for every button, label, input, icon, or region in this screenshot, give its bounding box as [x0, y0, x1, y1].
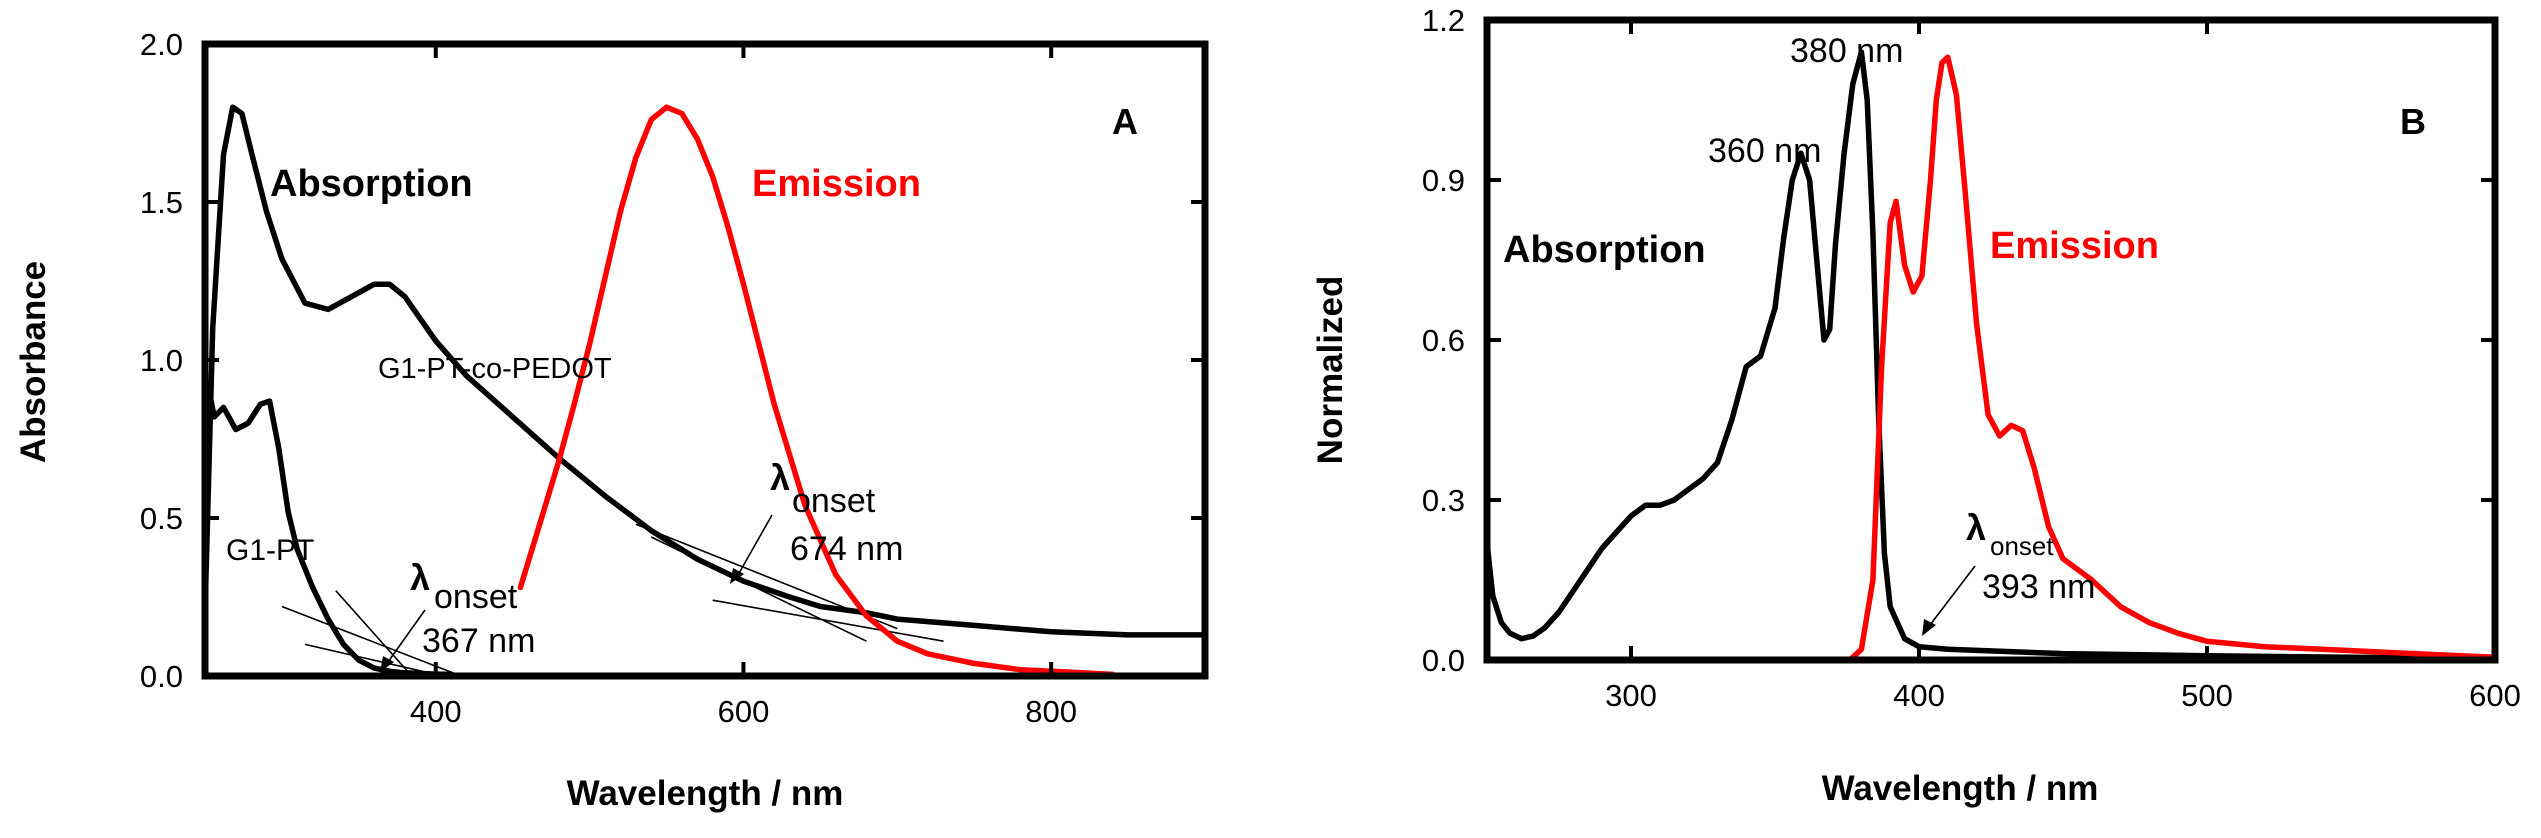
panel-a-onset-left-arrowhead [380, 656, 394, 672]
panel-a-emission-label: Emission [752, 163, 921, 205]
panel-a-lambda-left: λ [410, 557, 430, 598]
panel-a-onset-right-arrow [737, 514, 773, 576]
panel-b-y-tick-label-1: 0.3 [1422, 483, 1465, 518]
panel-b-peak-360-label: 360 nm [1708, 132, 1821, 170]
panel-b-absorption-label: Absorption [1503, 229, 1706, 271]
panel-b-x-axis-label: Wavelength / nm [1822, 769, 2099, 808]
panel-a-y-tick-label-2: 1.0 [140, 343, 183, 378]
panel-b-onset: onset [1990, 531, 2054, 561]
panel-a-y-axis-label: Absorbance [14, 261, 53, 463]
panel-b-y-tick-label-2: 0.6 [1422, 323, 1465, 358]
panel-a-y-tick-label-3: 1.5 [140, 185, 183, 220]
panel-a-y-tick-label-1: 0.5 [140, 501, 183, 536]
panel-b-y-tick-label-0: 0.0 [1422, 643, 1465, 678]
panel-b-x-tick-label-400: 400 [1893, 678, 1945, 713]
panel-b: 300 400 500 600 0.0 0.3 0.6 0.9 1.2 Wavelength /… [1311, 3, 2521, 808]
panel-a-onset-right-arrowhead [730, 568, 744, 584]
panel-a: 400 600 800 0.0 0.5 1.0 1.5 2.0 Wavelength / nm… [14, 27, 1209, 813]
panel-b-onset-arrow [1929, 565, 1976, 626]
panel-b-label: B [2400, 101, 2426, 142]
panel-a-onset-right-value: 674 nm [790, 530, 903, 568]
panel-a-tangent-line-0 [281, 605, 464, 676]
panel-b-y-axis-label: Normalized [1311, 276, 1350, 465]
panel-a-series-emission [517, 104, 1116, 676]
panel-a-x-tick-label-600: 600 [718, 694, 770, 729]
panel-a-y-tick-label-0: 0.0 [140, 659, 183, 694]
panel-a-absorption-label: Absorption [270, 163, 473, 205]
panel-b-onset-value: 393 nm [1982, 568, 2095, 606]
panel-a-series-g1-pt [205, 382, 454, 676]
panel-b-frame [1483, 16, 2499, 664]
panel-a-x-tick-label-800: 800 [1025, 694, 1077, 729]
panel-a-plot-area [205, 104, 1205, 676]
panel-a-ticks: 400 600 800 0.0 0.5 1.0 1.5 2.0 [140, 27, 1205, 729]
panel-b-series-emission [1847, 54, 2495, 660]
panel-a-onset-right: onset [792, 482, 876, 520]
panel-b-plot-area [1487, 49, 2495, 660]
panel-a-x-tick-label-400: 400 [410, 694, 462, 729]
panel-b-x-tick-label-300: 300 [1605, 678, 1657, 713]
panel-b-peak-380-label: 380 nm [1790, 32, 1903, 70]
panel-a-copolymer-label: G1-PT-co-PEDOT [378, 353, 612, 385]
panel-a-onset-left-arrow [387, 609, 426, 663]
panel-a-y-tick-label-4: 2.0 [140, 27, 183, 62]
panel-a-x-axis-label: Wavelength / nm [567, 774, 844, 813]
panel-b-lambda: λ [1966, 507, 1986, 548]
panel-a-lambda-right: λ [770, 457, 790, 498]
panel-b-y-tick-label-4: 1.2 [1422, 3, 1465, 38]
panel-b-onset-arrowhead [1922, 619, 1936, 636]
panel-b-ticks: 300 400 500 600 0.0 0.3 0.6 0.9 1.2 [1422, 3, 2521, 713]
panel-b-x-tick-label-500: 500 [2181, 678, 2233, 713]
panel-a-label: A [1112, 101, 1138, 142]
panel-a-onset-left: onset [434, 578, 518, 616]
panel-b-emission-label: Emission [1990, 225, 2159, 267]
panel-a-monomer-label: G1-PT [226, 534, 314, 567]
panel-b-x-tick-label-600: 600 [2469, 678, 2521, 713]
panel-a-frame [201, 40, 1209, 680]
panel-b-y-tick-label-3: 0.9 [1422, 163, 1465, 198]
panel-a-tangent-line-4 [712, 599, 944, 642]
panel-b-series-absorption [1487, 49, 2495, 660]
panel-a-onset-left-value: 367 nm [422, 622, 535, 660]
